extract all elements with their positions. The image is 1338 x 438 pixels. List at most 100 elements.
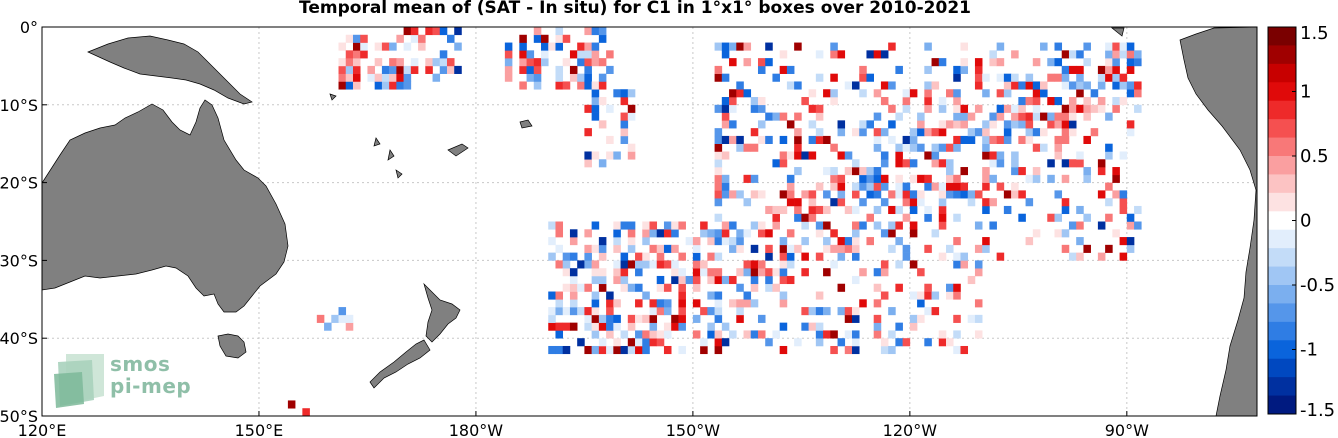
data-cell <box>743 89 752 98</box>
data-cell <box>786 65 795 74</box>
map-title: Temporal mean of (SAT - In situ) for C1 … <box>299 0 971 18</box>
data-cell <box>620 112 629 121</box>
data-cell <box>938 97 947 106</box>
data-cell <box>1119 42 1128 51</box>
data-cell <box>873 221 882 230</box>
colorbar-tick-label: -1 <box>1300 340 1318 361</box>
data-cell <box>880 291 889 300</box>
data-cell <box>953 213 961 222</box>
data-cell <box>794 135 802 144</box>
data-cell <box>895 159 903 168</box>
data-cell <box>613 237 621 246</box>
data-cell <box>801 213 809 222</box>
data-cell <box>1105 50 1113 59</box>
data-cell <box>823 330 831 339</box>
data-cell <box>410 65 419 74</box>
data-cell <box>721 50 730 59</box>
data-cell <box>671 275 679 285</box>
data-cell <box>924 174 932 183</box>
data-cell <box>316 314 325 323</box>
data-cell <box>439 50 448 59</box>
data-cell <box>909 229 918 238</box>
data-cell <box>895 182 903 191</box>
data-cell <box>692 252 701 261</box>
data-cell <box>888 345 896 355</box>
data-cell <box>931 58 940 67</box>
data-cell <box>729 58 737 67</box>
data-cell <box>946 338 954 347</box>
data-cell <box>584 322 592 331</box>
data-cell <box>656 338 665 347</box>
data-cell <box>815 128 824 137</box>
data-cell <box>729 221 737 230</box>
data-cell <box>562 34 571 43</box>
data-cell <box>671 229 679 238</box>
data-cell <box>1003 104 1012 113</box>
data-cell <box>671 268 679 277</box>
data-cell <box>533 81 542 90</box>
data-cell <box>1083 135 1091 144</box>
data-cell <box>649 322 658 331</box>
data-cell <box>577 260 585 269</box>
data-cell <box>1090 104 1099 113</box>
data-cell <box>447 65 455 74</box>
data-cell <box>1018 213 1026 222</box>
data-cell <box>584 244 592 253</box>
data-cell <box>931 182 940 191</box>
data-cell <box>866 73 874 82</box>
data-cell <box>779 151 788 160</box>
data-cell <box>924 182 932 191</box>
data-cell <box>852 81 860 90</box>
colorbar-tick-label: -1.5 <box>1300 400 1335 421</box>
data-cell <box>960 135 969 144</box>
data-cell <box>1040 112 1048 121</box>
data-cell <box>627 244 636 253</box>
data-cell <box>396 81 404 90</box>
data-cell <box>808 89 817 98</box>
data-cell <box>613 268 621 277</box>
data-cell <box>743 42 752 51</box>
data-cell <box>577 338 585 347</box>
data-cell <box>852 252 860 261</box>
data-cell <box>548 291 556 300</box>
data-cell <box>946 89 954 98</box>
data-cell <box>837 283 846 292</box>
data-cell <box>931 143 940 152</box>
data-cell <box>757 229 766 238</box>
data-cell <box>338 73 347 82</box>
data-cell <box>938 104 947 113</box>
data-cell <box>714 237 723 246</box>
data-cell <box>548 252 556 261</box>
data-cell <box>931 229 940 238</box>
data-cell <box>598 338 607 347</box>
data-cell <box>598 345 607 355</box>
data-cell <box>721 322 730 331</box>
data-cell <box>591 299 600 308</box>
data-cell <box>729 135 737 144</box>
data-cell <box>606 104 614 113</box>
data-cell <box>714 229 723 238</box>
data-cell <box>454 42 462 51</box>
data-cell <box>671 221 679 230</box>
data-cell <box>1105 112 1113 121</box>
data-cell <box>996 89 1005 98</box>
data-cell <box>902 159 911 168</box>
data-cell <box>844 314 853 323</box>
data-cell <box>714 104 723 113</box>
data-cell <box>1003 120 1012 129</box>
data-cell <box>837 198 846 207</box>
data-cell <box>569 275 578 285</box>
data-cell <box>743 58 752 67</box>
data-cell <box>656 252 665 261</box>
data-cell <box>736 314 744 323</box>
data-cell <box>902 213 911 222</box>
data-cell <box>996 252 1005 261</box>
data-cell <box>974 65 983 74</box>
data-cell <box>345 58 354 67</box>
data-cell <box>562 283 571 292</box>
colorbar-swatch <box>1268 229 1296 249</box>
data-cell <box>656 330 665 339</box>
data-cell <box>844 205 853 215</box>
data-cell <box>729 120 737 129</box>
data-cell <box>1061 128 1070 137</box>
